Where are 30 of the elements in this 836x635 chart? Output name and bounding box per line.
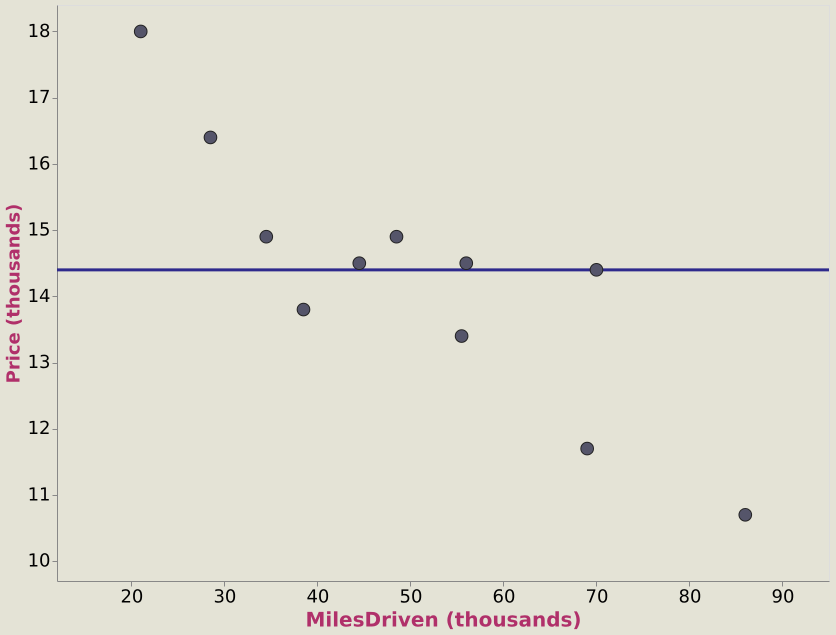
y-tick-label: 11 (28, 484, 50, 506)
point (134, 24, 148, 38)
y-tick-label: 18 (28, 20, 50, 42)
y-tick-label: 10 (28, 550, 50, 572)
x-tick-label: 20 (120, 586, 144, 608)
y-tick-label: 13 (28, 352, 50, 374)
point (390, 230, 404, 244)
y-tick-label: 14 (28, 286, 50, 307)
x-tick-label: 90 (772, 586, 794, 608)
y-tick-label: 17 (28, 87, 50, 108)
y-tick-label: 15 (28, 220, 50, 241)
y-tick-label: 16 (28, 153, 50, 174)
x-tick-label: 30 (213, 586, 236, 608)
x-tick-label: 70 (586, 586, 608, 608)
point (454, 329, 468, 343)
y-tick-label: 12 (28, 418, 50, 440)
y-axis-title: Price (thousands) (4, 204, 25, 384)
point (352, 256, 366, 270)
x-tick-label: 50 (399, 586, 422, 608)
point (590, 263, 604, 277)
point (580, 442, 594, 456)
point (738, 508, 752, 522)
x-tick-label: 60 (492, 586, 516, 608)
x-tick-label: 80 (678, 586, 702, 608)
point (204, 130, 218, 144)
x-tick-label: 40 (306, 586, 330, 608)
point (259, 230, 274, 244)
x-axis-title: MilesDriven (thousands) (305, 608, 582, 632)
point (459, 256, 474, 270)
point (296, 302, 310, 316)
